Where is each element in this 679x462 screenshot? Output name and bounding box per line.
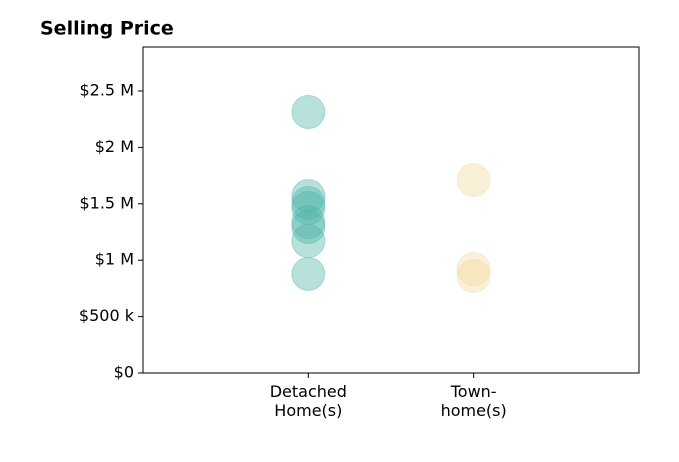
point xyxy=(291,94,326,129)
point xyxy=(291,179,326,214)
y-tick-label: $1.5 M xyxy=(79,193,134,212)
plot-frame xyxy=(142,46,640,374)
y-tick-label: $0 xyxy=(114,363,134,382)
point xyxy=(456,162,491,197)
y-tick-label: $1 M xyxy=(95,250,134,269)
x-tick-label: Detached Home(s) xyxy=(269,382,347,420)
y-tick-label: $2 M xyxy=(95,137,134,156)
point xyxy=(456,251,491,286)
point xyxy=(456,258,491,293)
point xyxy=(291,204,326,239)
x-tick-label: Town- home(s) xyxy=(440,382,507,420)
y-tick-label: $2.5 M xyxy=(79,80,134,99)
chart-title: Selling Price xyxy=(40,18,174,40)
point xyxy=(291,256,326,291)
point xyxy=(291,186,326,221)
point xyxy=(291,190,326,225)
point xyxy=(291,224,326,259)
y-tick-label: $500 k xyxy=(79,306,135,325)
point xyxy=(291,210,326,245)
